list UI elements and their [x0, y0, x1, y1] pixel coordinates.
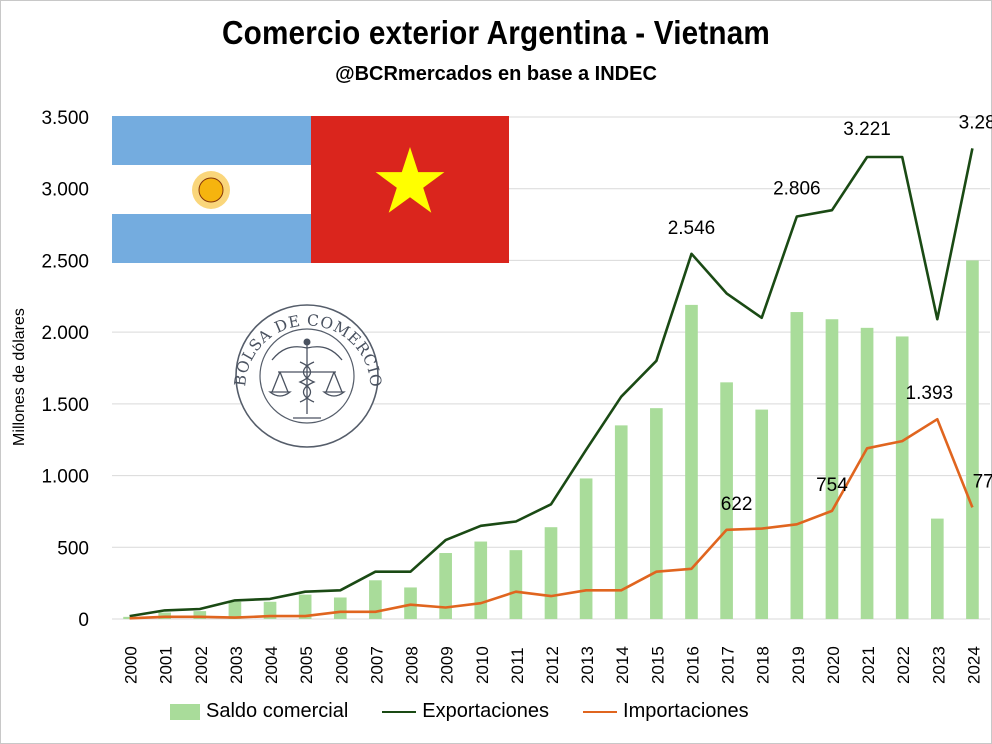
x-tick-label: 2000	[122, 646, 141, 684]
y-tick-label: 2.000	[41, 323, 89, 344]
legend-item-exportaciones: Exportaciones	[382, 700, 549, 723]
legend-label-importaciones: Importaciones	[623, 700, 749, 722]
bar	[966, 260, 979, 619]
bar	[369, 580, 382, 619]
bar	[685, 304, 698, 619]
legend: Saldo comercial Exportaciones Importacio…	[170, 700, 783, 723]
data-label: 778	[973, 471, 992, 492]
legend-item-importaciones: Importaciones	[583, 700, 749, 723]
bar	[474, 541, 488, 619]
x-tick-labels: 2000 2001 2002 2003 2004 2005 2006 2007 2008 2009…	[122, 646, 984, 684]
x-tick-label: 2020	[824, 646, 843, 684]
data-label: 3.281	[959, 112, 992, 133]
x-tick-label: 2002	[192, 646, 211, 684]
y-tick-label: 1.000	[41, 467, 89, 488]
x-tick-label: 2009	[438, 646, 457, 684]
x-tick-label: 2019	[789, 646, 808, 684]
bar	[298, 594, 312, 619]
data-label: 2.546	[668, 218, 716, 239]
argentina-flag-icon	[112, 116, 312, 263]
legend-swatch-imports	[583, 710, 618, 713]
data-label: 2.806	[773, 179, 821, 200]
flag-stripe-blue-bottom	[112, 214, 312, 263]
bar	[263, 601, 277, 619]
bar	[860, 327, 874, 619]
bar	[404, 587, 417, 619]
exportaciones-line	[129, 148, 974, 618]
data-labels: 2.546 2.806 3.221 3.281 622 754 1.393 778	[668, 112, 992, 514]
x-tick-label: 2017	[719, 646, 738, 684]
x-tick-label: 2014	[613, 646, 632, 684]
x-tick-label: 2023	[929, 646, 948, 684]
legend-label-exportaciones: Exportaciones	[422, 700, 550, 722]
x-tick-label: 2021	[859, 646, 878, 684]
x-tick-label: 2012	[543, 646, 562, 684]
x-tick-label: 2024	[964, 646, 983, 684]
legend-label-saldo: Saldo comercial	[206, 700, 349, 722]
chart-subtitle: @BCRmercados en base a INDEC	[335, 63, 657, 85]
importaciones-line	[129, 417, 974, 620]
y-tick-label: 0	[78, 610, 89, 631]
x-tick-label: 2004	[262, 646, 281, 684]
sun-of-may-icon	[192, 171, 230, 209]
legend-swatch-exports	[382, 710, 417, 713]
vietnam-star-icon	[375, 147, 445, 213]
x-tick-label: 2003	[227, 646, 246, 684]
x-tick-label: 2013	[578, 646, 597, 684]
x-tick-label: 2011	[508, 647, 527, 684]
bar	[228, 601, 242, 619]
x-tick-label: 2015	[648, 646, 667, 684]
y-tick-label: 3.000	[41, 180, 89, 201]
x-tick-label: 2005	[297, 646, 316, 684]
bar-series-saldo	[123, 260, 979, 619]
x-tick-label: 2008	[403, 646, 422, 684]
bar	[790, 312, 804, 619]
data-label: 3.221	[843, 119, 891, 140]
data-label: 622	[721, 494, 753, 515]
x-tick-label: 2001	[157, 646, 176, 684]
data-label: 1.393	[906, 383, 954, 404]
x-tick-label: 2018	[754, 646, 773, 684]
bar	[755, 409, 769, 619]
bar	[123, 616, 136, 619]
bar	[579, 478, 593, 619]
bar	[333, 597, 347, 619]
x-tick-label: 2022	[894, 646, 913, 684]
chart-title: Comercio exterior Argentina - Vietnam	[221, 14, 771, 51]
y-tick-label: 500	[57, 538, 89, 559]
bar	[544, 527, 558, 619]
y-tick-label: 1.500	[41, 395, 89, 416]
bar	[650, 408, 663, 619]
bar	[509, 550, 523, 619]
bar	[930, 518, 944, 619]
data-label: 754	[816, 475, 848, 496]
x-tick-label: 2007	[367, 646, 386, 684]
x-tick-label: 2006	[332, 646, 351, 684]
x-tick-label: 2016	[683, 646, 702, 684]
line-series	[129, 148, 974, 620]
y-tick-label: 3.500	[41, 108, 89, 129]
x-tick-label: 2010	[473, 646, 492, 684]
legend-swatch-bar	[170, 703, 200, 720]
y-tick-labels: 0 500 1.000 1.500 2.000 2.500 3.000 3.500	[41, 108, 89, 631]
y-tick-label: 2.500	[41, 251, 89, 272]
bar	[614, 425, 628, 619]
legend-item-saldo: Saldo comercial	[170, 700, 348, 723]
bar	[193, 611, 207, 619]
bar	[439, 553, 452, 619]
bar	[720, 382, 733, 619]
flag-stripe-blue-top	[112, 116, 312, 165]
vietnam-flag-icon	[311, 116, 509, 263]
bar	[895, 336, 909, 619]
bar	[825, 319, 839, 619]
